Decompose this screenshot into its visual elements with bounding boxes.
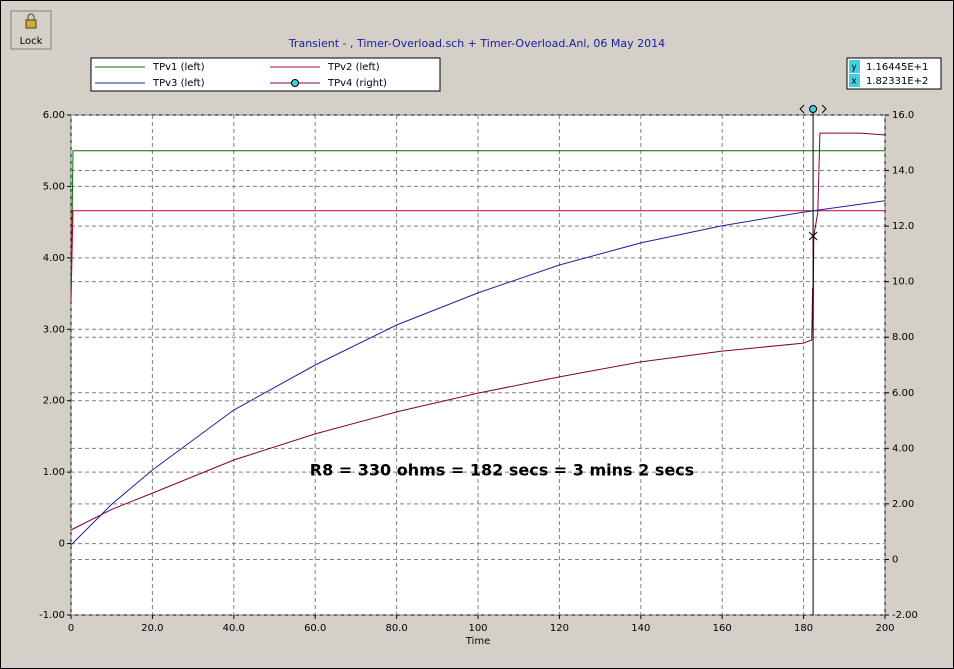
x-tick-label: 60.0 <box>304 623 326 634</box>
y-tick-label: 6.00 <box>43 110 65 121</box>
y-tick-label: -1.00 <box>39 610 65 621</box>
x-tick-label: 120 <box>550 623 569 634</box>
legend <box>90 57 441 92</box>
y2-tick-label: 16.0 <box>892 110 914 121</box>
y2-tick-label: 14.0 <box>892 166 914 177</box>
y-tick-label: 4.00 <box>43 253 65 264</box>
cursor-arrows <box>799 104 827 114</box>
x-tick-label: 160 <box>713 623 732 634</box>
y2-tick-label: 2.00 <box>892 499 914 510</box>
readout-cell <box>849 74 860 87</box>
y-tick-label: 2.00 <box>43 396 65 407</box>
y2-tick-label: 10.0 <box>892 277 914 288</box>
lock-button[interactable]: Lock <box>10 10 52 50</box>
y2-tick-label: 6.00 <box>892 388 914 399</box>
chart-title: Transient - , Timer-Overload.sch + Timer… <box>288 37 665 50</box>
x-tick-label: 100 <box>468 623 487 634</box>
x-tick-label: 140 <box>631 623 650 634</box>
y-tick-label: 1.00 <box>43 467 65 478</box>
cursor-marker <box>808 231 818 241</box>
y2-tick-label: 0 <box>892 554 898 565</box>
y2-tick-label: 12.0 <box>892 221 914 232</box>
x-tick-label: 80.0 <box>385 623 407 634</box>
legend-label: TPv4 (right) <box>327 78 387 89</box>
annotation: R8 = 330 ohms = 182 secs = 3 mins 2 secs <box>310 461 694 480</box>
lock-shackle <box>27 13 35 20</box>
readout-y-name: y <box>851 63 857 73</box>
cursor-handle <box>809 105 818 113</box>
y-tick-label: 0 <box>59 539 65 550</box>
readout-x-name: x <box>851 77 857 87</box>
series <box>70 132 886 546</box>
lock-label[interactable]: Lock <box>20 36 43 47</box>
legend-marker <box>291 79 299 87</box>
y-tick-label: 3.00 <box>43 324 65 335</box>
series-line <box>70 200 886 546</box>
x-tick-label: 20.0 <box>141 623 163 634</box>
y-tick-label: 5.00 <box>43 181 65 192</box>
lock-icon <box>25 19 37 29</box>
series-line <box>70 210 885 301</box>
x-tick-label: 40.0 <box>223 623 245 634</box>
y2-tick-label: -2.00 <box>892 610 918 621</box>
readout-cell <box>849 60 860 73</box>
readout-y-value: 1.16445E+1 <box>866 62 928 73</box>
legend-label: TPv1 (left) <box>152 62 205 73</box>
plot-area <box>70 114 886 616</box>
x-tick-label: 0 <box>68 623 74 634</box>
x-tick-label: 200 <box>875 623 894 634</box>
readout-x-value: 1.82331E+2 <box>866 76 928 87</box>
y2-tick-label: 8.00 <box>892 332 914 343</box>
cursor-readout <box>846 57 942 90</box>
x-axis-label: Time <box>465 636 490 647</box>
series-line <box>70 132 886 531</box>
x-tick-label: 180 <box>794 623 813 634</box>
legend-label: TPv3 (left) <box>152 78 205 89</box>
y2-tick-label: 4.00 <box>892 443 914 454</box>
legend-label: TPv2 (left) <box>327 62 380 73</box>
button-face[interactable] <box>10 10 52 50</box>
